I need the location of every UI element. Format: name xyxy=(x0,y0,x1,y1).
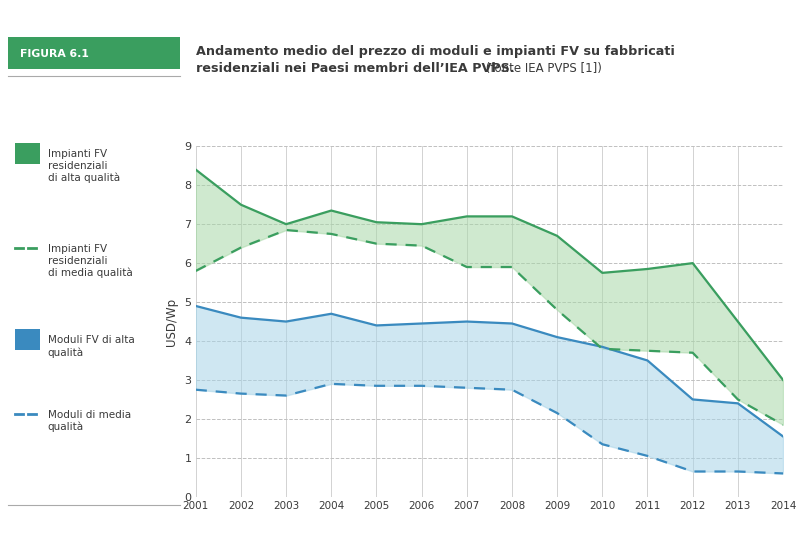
Y-axis label: USD/Wp: USD/Wp xyxy=(165,298,177,346)
Text: Impianti FV
residenziali
di alta qualità: Impianti FV residenziali di alta qualità xyxy=(48,149,120,183)
Text: FIGURA 6.1: FIGURA 6.1 xyxy=(20,49,89,59)
FancyBboxPatch shape xyxy=(15,329,40,350)
Text: Impianti FV
residenziali
di media qualità: Impianti FV residenziali di media qualit… xyxy=(48,244,133,278)
Text: residenziali nei Paesi membri dell’IEA PVPS.: residenziali nei Paesi membri dell’IEA P… xyxy=(196,61,515,75)
Text: Moduli FV di alta
qualità: Moduli FV di alta qualità xyxy=(48,335,134,358)
Text: (fonte IEA PVPS [1]): (fonte IEA PVPS [1]) xyxy=(482,61,602,75)
Text: Moduli di media
qualità: Moduli di media qualità xyxy=(48,410,131,432)
FancyBboxPatch shape xyxy=(15,143,40,163)
Text: Andamento medio del prezzo di moduli e impianti FV su fabbricati: Andamento medio del prezzo di moduli e i… xyxy=(196,45,674,58)
